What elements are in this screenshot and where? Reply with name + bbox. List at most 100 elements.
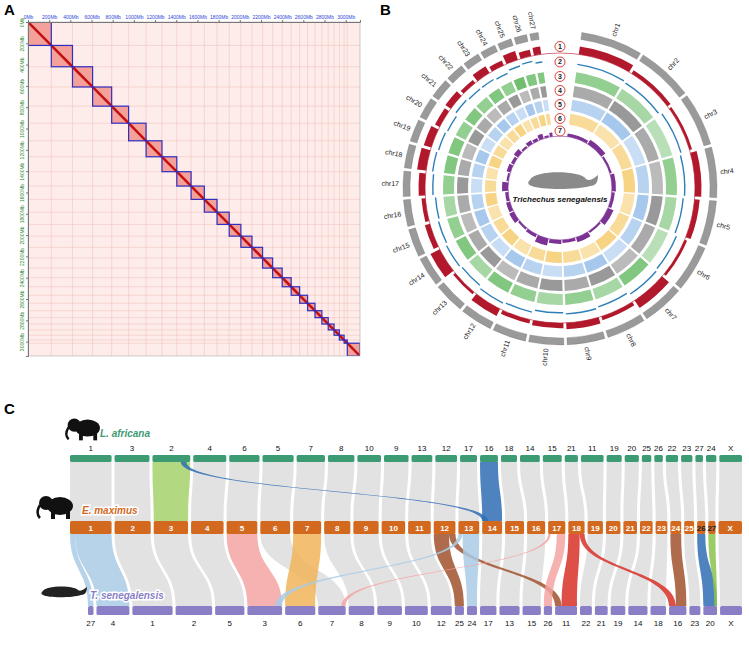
chromosome-ideogram: [403, 171, 411, 197]
chromosome-block: [129, 123, 146, 141]
tick-label: 400Mb: [63, 14, 79, 20]
heat-segment: [443, 196, 457, 217]
synteny-link: [227, 462, 260, 521]
block-outline: [129, 123, 146, 141]
species-label: L. africana: [100, 428, 150, 439]
tick-mark: [49, 20, 50, 22]
chromosome-block: [229, 224, 241, 236]
chromosome-ideogram: [529, 335, 564, 345]
chromosome-bar: [607, 455, 622, 462]
tick: 2000Mb: [19, 226, 28, 244]
synteny-link-highlight: [275, 534, 462, 606]
chromosome-number: 6: [242, 444, 247, 453]
chromosome-label: chr22: [437, 54, 454, 72]
chromosome-number: 14: [488, 524, 497, 533]
chromosome-label: chr5: [716, 221, 731, 231]
chromosome-number: 18: [654, 619, 663, 628]
chromosome-ideogram: [700, 200, 717, 245]
heat-segment: [543, 100, 549, 112]
chromosome-number: 20: [627, 444, 636, 453]
chromosome-number: 10: [412, 619, 421, 628]
chromosome-block: [291, 287, 299, 296]
chromosome-bar: [654, 455, 662, 462]
tick-mark: [219, 20, 220, 22]
tick-label: 2800Mb: [316, 14, 334, 20]
track-number: 3: [558, 73, 562, 80]
heat-segment: [515, 107, 527, 121]
icon-part: [93, 433, 97, 441]
bar-segment: [544, 135, 549, 138]
species-label: E. maximus: [82, 505, 138, 516]
heat-segment: [472, 163, 485, 178]
heat-segment: [448, 137, 464, 156]
heat-segment: [525, 103, 536, 116]
block-boundary: [28, 106, 360, 107]
tick-mark: [26, 129, 28, 130]
block-outline: [28, 22, 51, 45]
chromosome-number: 5: [228, 619, 233, 628]
tick-label: 1200Mb: [19, 141, 25, 159]
block-outline: [177, 172, 191, 186]
chromosome-label: chr4: [720, 167, 734, 175]
figure-svg: 0Mb200Mb400Mb600Mb800Mb1000Mb1200Mb1400M…: [0, 0, 749, 667]
chromosome-label: chr20: [405, 94, 424, 109]
heat-segment: [477, 118, 493, 135]
chromosome-number: X: [728, 619, 734, 628]
chromosome-number: 12: [440, 524, 449, 533]
bar-segment: [514, 149, 522, 158]
chromosome-bar: [176, 606, 213, 615]
chromosome-bar: [520, 455, 540, 462]
chromosome-number: 24: [671, 524, 680, 533]
chromosome-number: 6: [273, 524, 278, 533]
block-diagonal: [146, 141, 162, 157]
heat-segment: [526, 74, 538, 87]
chromosome-bar: [152, 455, 190, 462]
block-boundary: [28, 224, 360, 225]
block-outline: [273, 268, 283, 278]
line-segment: [480, 288, 503, 303]
chromosome-number: 13: [464, 524, 473, 533]
tick-mark: [92, 20, 93, 22]
chromosome-bar: [689, 606, 700, 615]
heat-segment: [565, 290, 594, 305]
chromosome-number: 9: [364, 524, 369, 533]
heat-segment: [475, 149, 490, 164]
heat-segment: [546, 114, 552, 125]
synteny-link-highlight: [697, 534, 717, 606]
bar-segment: [502, 182, 508, 191]
tick-mark: [26, 107, 28, 108]
chromosome-block: [72, 67, 92, 87]
synteny-link: [654, 462, 667, 521]
panel-label: A: [4, 1, 15, 18]
chromosome-number: 22: [581, 619, 590, 628]
chromosome-number: 26: [654, 444, 663, 453]
line-segment: [446, 245, 460, 266]
heat-segment: [471, 194, 484, 210]
bar-segment: [501, 310, 530, 323]
block-boundary: [334, 22, 335, 356]
block-boundary: [161, 22, 162, 356]
tick-mark: [261, 20, 262, 22]
synteny-link-highlight: [342, 534, 551, 606]
tick-label: 2000Mb: [231, 14, 249, 20]
chromosome-bar: [191, 521, 224, 534]
track-number: 5: [558, 101, 562, 108]
tick-label: 800Mb: [19, 100, 25, 116]
bar-segment: [473, 66, 490, 81]
panel-c: 1324657810913121716181415211119202526222…: [38, 419, 742, 629]
chromosome-block: [28, 22, 51, 45]
heat-segment: [635, 165, 649, 194]
tick: 2000Mb: [231, 14, 249, 23]
block-diagonal: [263, 258, 273, 268]
synteny-link: [719, 534, 742, 606]
track-number: 7: [558, 127, 562, 134]
block-boundary: [240, 22, 241, 356]
plot-background: [28, 22, 360, 356]
bar-segment: [519, 50, 532, 59]
bar-segment: [602, 156, 612, 173]
block-boundary: [28, 286, 360, 287]
block-boundary: [28, 277, 360, 278]
tick-label: 1000Mb: [19, 120, 25, 138]
tick-label: 400Mb: [19, 57, 25, 73]
chromosome-bar: [482, 521, 502, 534]
